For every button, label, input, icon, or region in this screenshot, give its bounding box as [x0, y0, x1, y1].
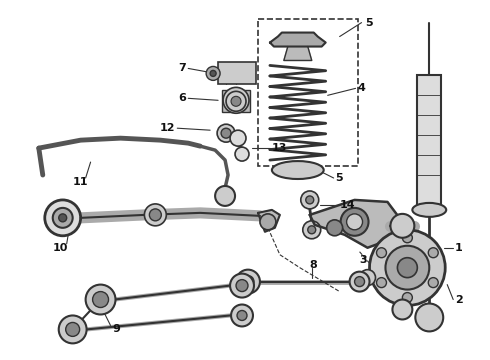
Circle shape	[215, 186, 235, 206]
Circle shape	[235, 147, 249, 161]
Ellipse shape	[272, 161, 324, 179]
Polygon shape	[258, 210, 280, 232]
Circle shape	[260, 214, 276, 230]
Circle shape	[223, 87, 249, 113]
Text: 13: 13	[272, 143, 287, 153]
Circle shape	[376, 278, 387, 288]
Circle shape	[59, 214, 67, 222]
Circle shape	[66, 323, 80, 336]
Text: 10: 10	[53, 243, 68, 253]
Circle shape	[341, 208, 368, 236]
Polygon shape	[310, 200, 399, 248]
Circle shape	[242, 276, 254, 288]
Circle shape	[217, 124, 235, 142]
Text: 3: 3	[360, 255, 367, 265]
Circle shape	[301, 191, 318, 209]
Circle shape	[428, 278, 438, 288]
Circle shape	[231, 305, 253, 327]
Circle shape	[221, 128, 231, 138]
Text: 4: 4	[358, 84, 366, 93]
Circle shape	[45, 200, 81, 236]
Circle shape	[376, 248, 387, 258]
Circle shape	[428, 248, 438, 258]
Circle shape	[360, 270, 375, 285]
Circle shape	[416, 303, 443, 332]
Ellipse shape	[413, 203, 446, 217]
Circle shape	[306, 196, 314, 204]
Circle shape	[53, 208, 73, 228]
Circle shape	[229, 93, 243, 107]
Text: 5: 5	[336, 173, 343, 183]
Circle shape	[303, 221, 321, 239]
Text: 1: 1	[455, 243, 463, 253]
Circle shape	[237, 310, 247, 320]
Circle shape	[308, 226, 316, 234]
Circle shape	[349, 272, 369, 292]
Text: 12: 12	[160, 123, 175, 133]
Circle shape	[391, 214, 415, 238]
Circle shape	[346, 214, 363, 230]
Polygon shape	[270, 32, 326, 46]
Circle shape	[369, 230, 445, 306]
Bar	[258, 19, 358, 166]
Circle shape	[402, 233, 413, 243]
Circle shape	[386, 246, 429, 289]
Text: 14: 14	[340, 200, 355, 210]
Circle shape	[230, 130, 246, 146]
Text: 6: 6	[178, 93, 186, 103]
Circle shape	[236, 280, 248, 292]
Circle shape	[392, 300, 413, 319]
Text: 7: 7	[178, 63, 186, 73]
Circle shape	[149, 209, 161, 221]
Bar	[218, 62, 256, 84]
Polygon shape	[284, 46, 312, 60]
Circle shape	[327, 220, 343, 236]
Text: 8: 8	[310, 260, 318, 270]
Circle shape	[231, 96, 241, 106]
Circle shape	[210, 71, 216, 76]
Circle shape	[397, 258, 417, 278]
Text: 11: 11	[73, 177, 88, 187]
Circle shape	[226, 91, 246, 111]
Circle shape	[355, 276, 365, 287]
Text: 5: 5	[366, 18, 373, 28]
Circle shape	[86, 285, 116, 315]
Circle shape	[206, 67, 220, 80]
Bar	[222, 90, 250, 112]
Circle shape	[145, 204, 166, 226]
Circle shape	[93, 292, 108, 307]
Circle shape	[402, 293, 413, 302]
Circle shape	[230, 274, 254, 298]
Circle shape	[236, 270, 260, 293]
Bar	[417, 75, 441, 205]
Text: 2: 2	[455, 294, 463, 305]
Text: 9: 9	[113, 324, 121, 334]
Circle shape	[59, 315, 87, 343]
